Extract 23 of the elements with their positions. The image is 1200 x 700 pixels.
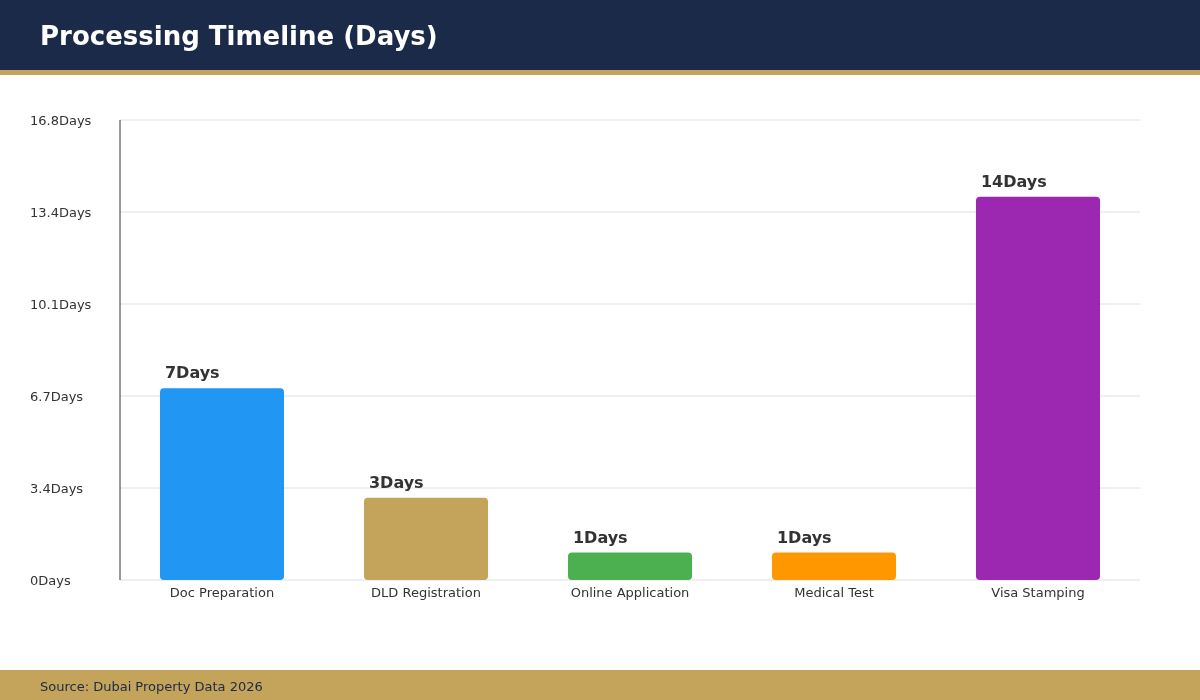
y-tick-label: 10.1Days bbox=[30, 296, 92, 312]
x-tick-label: Visa Stamping bbox=[991, 585, 1085, 601]
data-label: 3Days bbox=[368, 472, 424, 492]
y-tick-label: 13.4Days bbox=[30, 204, 92, 220]
bar bbox=[159, 388, 285, 580]
y-tick-label: 0Days bbox=[30, 572, 71, 588]
y-tick-label: 16.8Days bbox=[30, 112, 92, 128]
bar bbox=[567, 552, 693, 580]
x-tick-label: Online Application bbox=[570, 585, 690, 601]
data-label: 1Days bbox=[776, 527, 832, 547]
x-tick-label: Medical Test bbox=[794, 585, 874, 601]
data-label: 7Days bbox=[164, 363, 220, 383]
bar bbox=[975, 196, 1101, 580]
data-label: 14Days bbox=[980, 171, 1047, 191]
source-note: Source: Dubai Property Data 2026 bbox=[40, 678, 263, 694]
bar bbox=[771, 552, 897, 580]
bar bbox=[363, 497, 489, 580]
x-tick-label: DLD Registration bbox=[371, 585, 481, 601]
chart-title: Processing Timeline (Days) bbox=[40, 21, 438, 51]
x-tick-label: Doc Preparation bbox=[169, 585, 275, 601]
y-tick-label: 3.4Days bbox=[30, 480, 84, 496]
data-label: 1Days bbox=[572, 527, 628, 547]
y-tick-label: 6.7Days bbox=[30, 388, 84, 404]
